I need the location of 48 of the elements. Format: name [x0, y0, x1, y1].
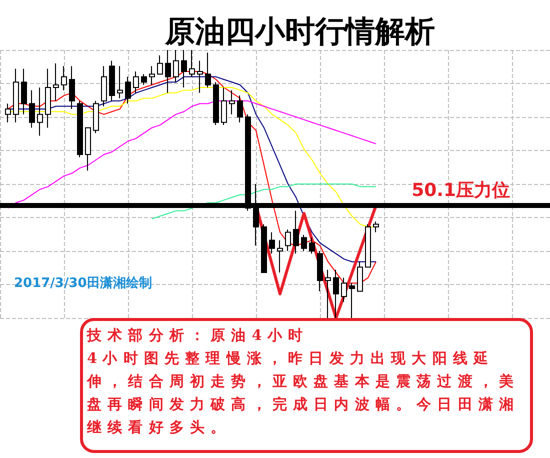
candlestick [301, 234, 307, 252]
candlestick [13, 68, 19, 123]
candlestick [29, 90, 35, 128]
candlestick [45, 68, 51, 128]
candlestick [21, 68, 27, 115]
candlestick [85, 127, 91, 172]
candlestick [77, 100, 83, 158]
candlestick [157, 54, 163, 75]
candlestick [229, 90, 235, 115]
text: 技术部分析：原油4小时 4小时图先整理慢涨，昨日发力出现大阳线延伸，结合周初走势，亚欧盘基本是震荡过渡，美盘再瞬间发力破高，完成日内波幅。今日田潇湘继续看好多头。 [80, 318, 533, 453]
candlestick [293, 210, 299, 254]
candlestick [373, 221, 379, 233]
candlestick [117, 66, 123, 99]
candlestick [133, 70, 139, 94]
candlestick [221, 87, 227, 126]
candlestick [341, 277, 347, 302]
candlestick [69, 66, 75, 110]
candlestick [37, 87, 43, 136]
candlestick [5, 103, 11, 123]
candlestick [181, 50, 187, 88]
candlestick [173, 50, 179, 83]
candlestick [197, 60, 203, 94]
candlestick [237, 95, 243, 123]
candlestick [205, 52, 211, 88]
candlestick [277, 240, 283, 273]
candlestick [109, 60, 115, 102]
candlestick [165, 50, 171, 94]
candlestick [61, 66, 67, 91]
candlestick [125, 76, 131, 104]
candlestick [365, 224, 371, 268]
candlestick [357, 261, 363, 292]
candlestick [333, 269, 339, 318]
chart-title: 原油四小时行情解析 [164, 14, 435, 50]
candlestick [269, 232, 275, 254]
candlestick [189, 50, 195, 78]
candlestick [149, 66, 155, 86]
candlestick [93, 100, 99, 134]
candlestick [213, 82, 219, 126]
candlestick [141, 74, 147, 86]
ref-line-label: 50.1压力位 [412, 180, 510, 201]
candlestick [309, 237, 315, 254]
candlestick [349, 282, 355, 318]
candlestick [285, 229, 291, 252]
candlestick [261, 224, 267, 273]
candlestick [53, 62, 59, 102]
candlestick [101, 66, 107, 107]
annotation: 2017/3/30田潇湘绘制 [14, 275, 152, 292]
candlestick [317, 250, 323, 292]
